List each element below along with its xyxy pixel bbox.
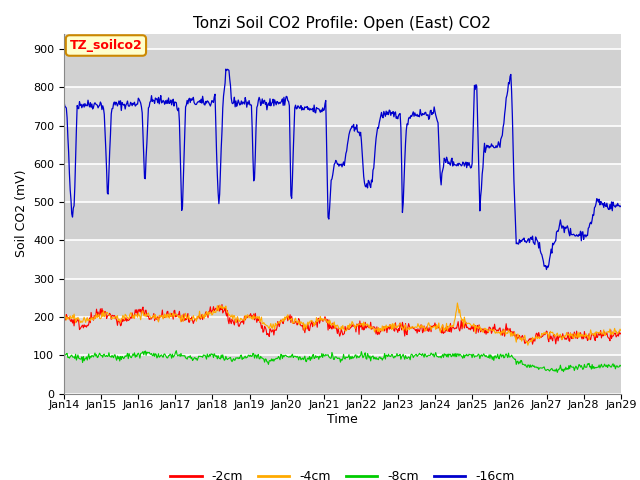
Bar	[64, 355, 621, 394]
Bar	[64, 49, 621, 87]
Bar	[64, 279, 621, 317]
Legend: -2cm, -4cm, -8cm, -16cm: -2cm, -4cm, -8cm, -16cm	[165, 465, 520, 480]
X-axis label: Time: Time	[327, 413, 358, 426]
Text: TZ_soilco2: TZ_soilco2	[70, 39, 142, 52]
Bar	[64, 125, 621, 164]
Bar	[64, 202, 621, 240]
Title: Tonzi Soil CO2 Profile: Open (East) CO2: Tonzi Soil CO2 Profile: Open (East) CO2	[193, 16, 492, 31]
Y-axis label: Soil CO2 (mV): Soil CO2 (mV)	[15, 170, 28, 257]
